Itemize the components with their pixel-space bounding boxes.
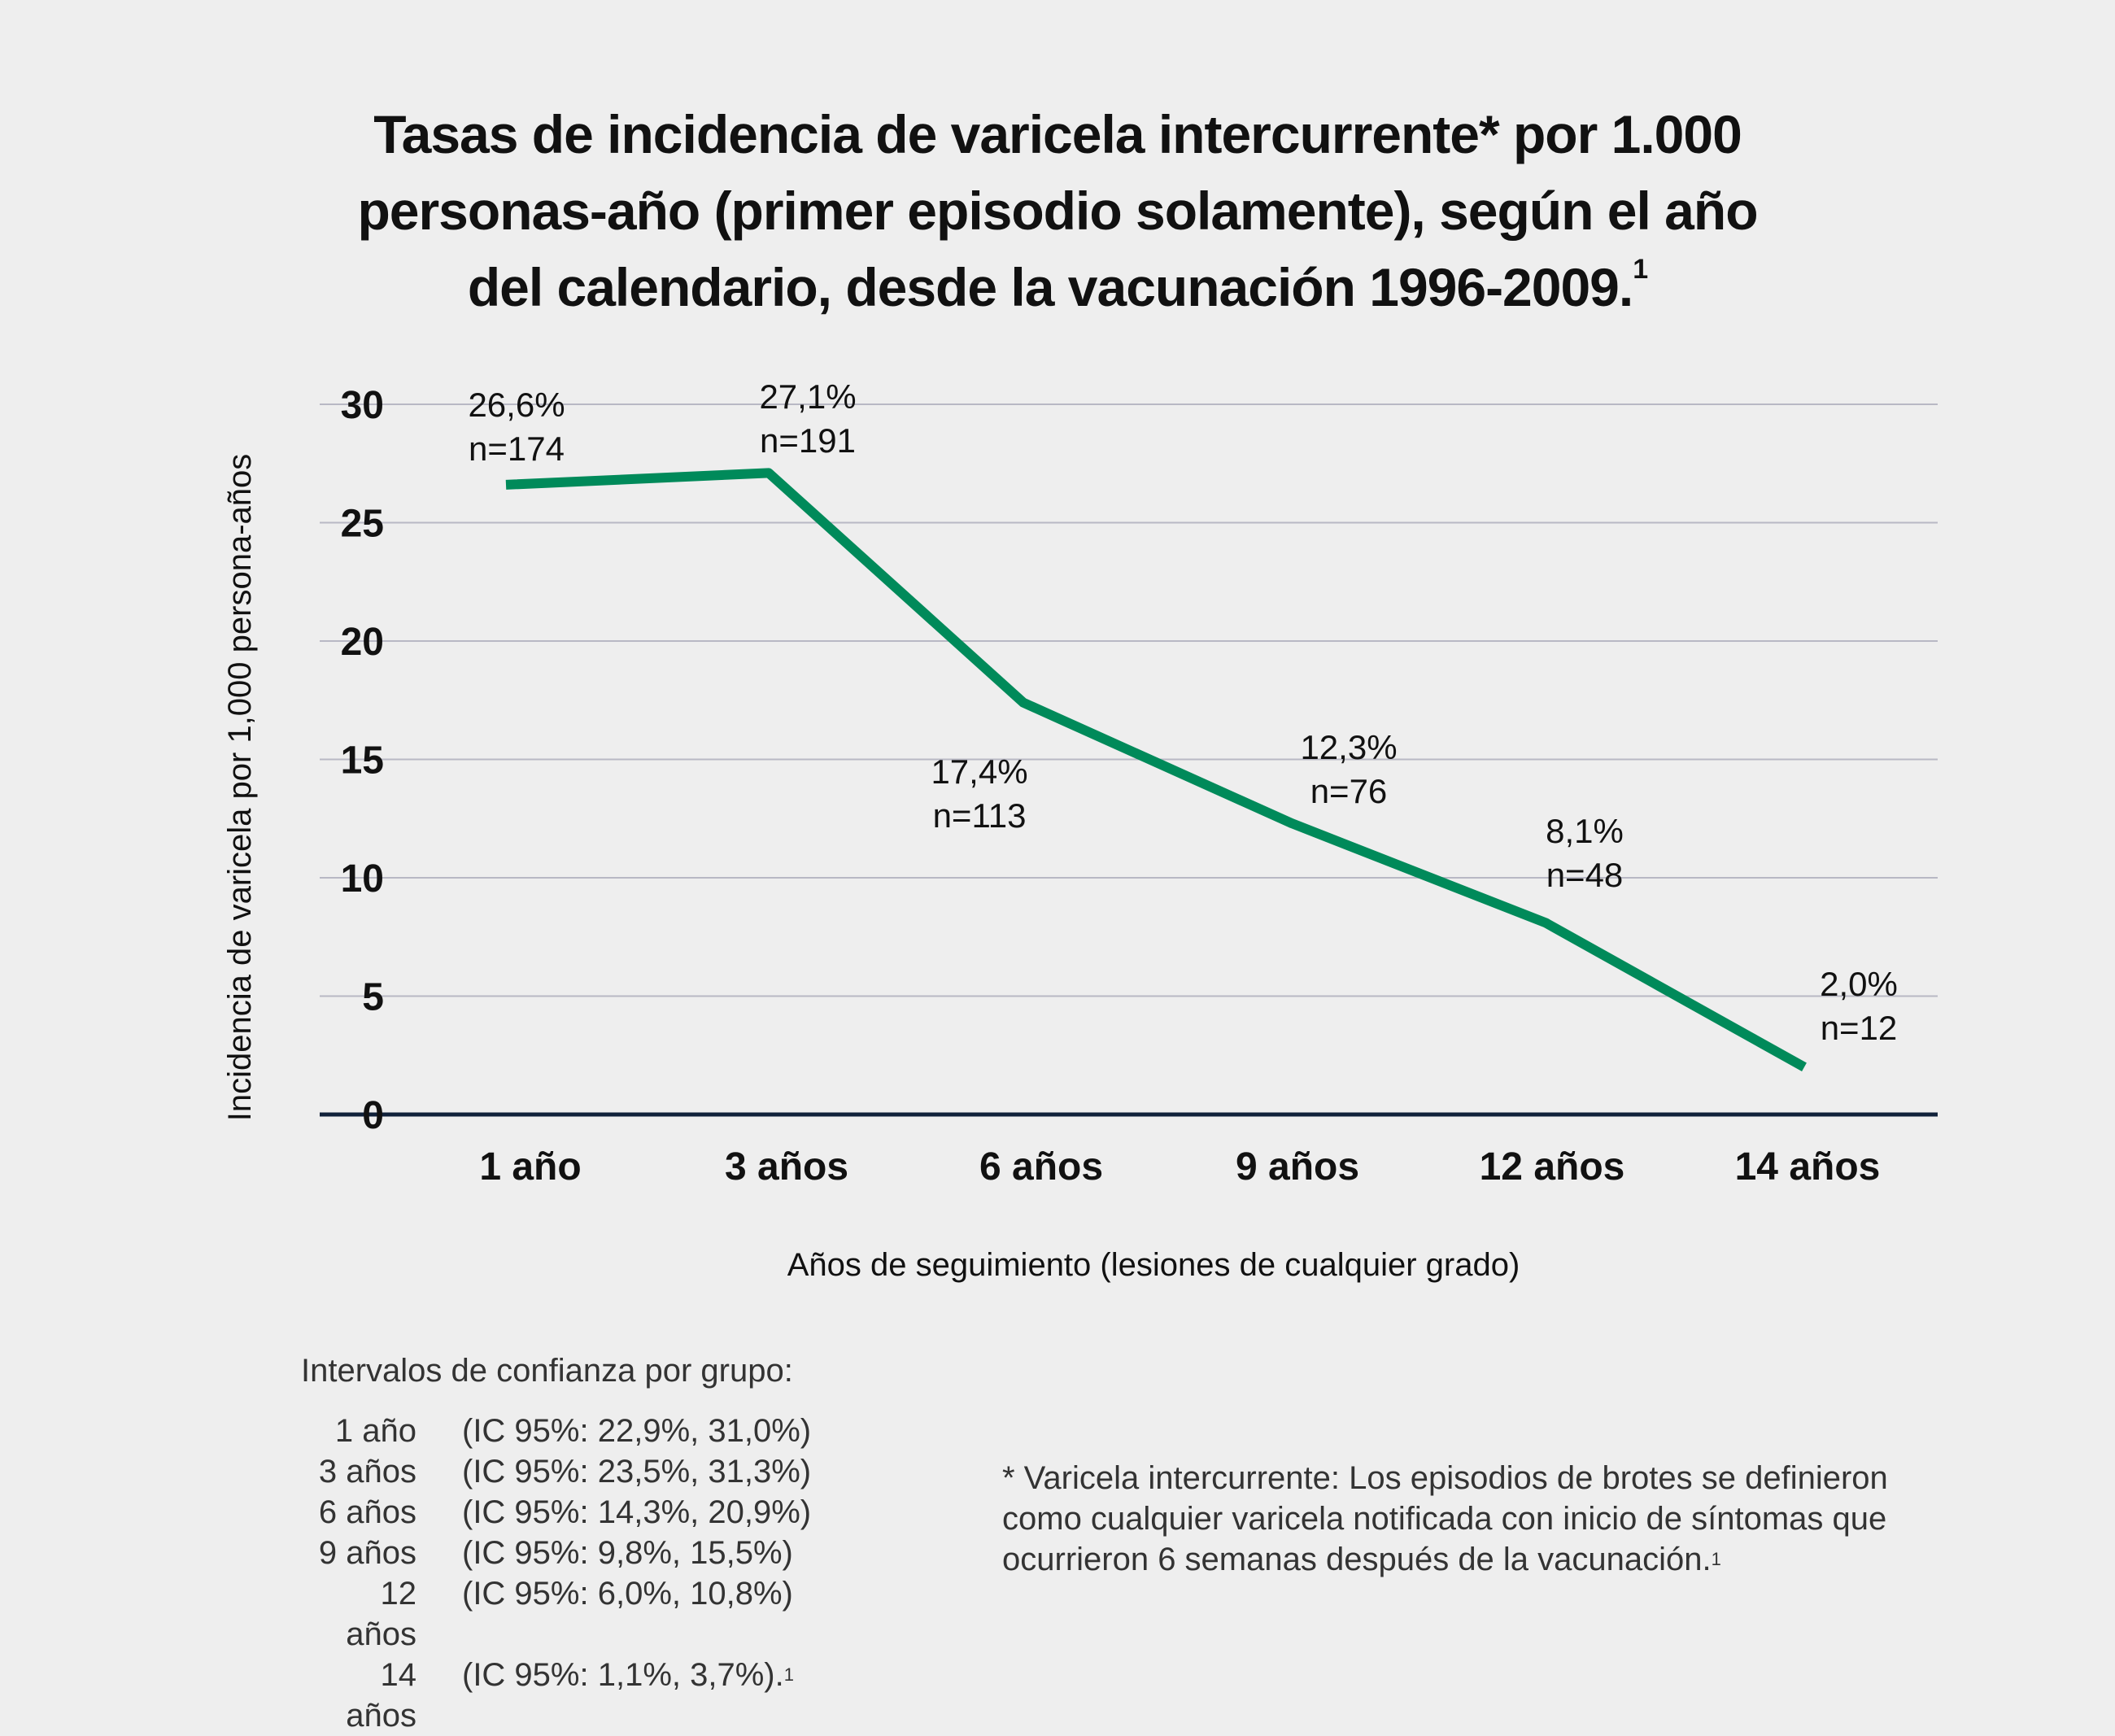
data-label-n: n=76 [1310, 772, 1388, 810]
data-label-n: n=48 [1546, 856, 1624, 894]
ci-reference: 1 [783, 1664, 794, 1685]
data-label-percent: 8,1% [1546, 812, 1624, 850]
ci-interval: (IC 95%: 9,8%, 15,5%) [462, 1535, 793, 1571]
ci-group-label: 6 años [318, 1494, 416, 1530]
confidence-intervals: Intervalos de confianza por grupo: 1 año… [301, 1350, 811, 1736]
footnote-text: * Varicela intercurrente: Los episodios … [1002, 1460, 1888, 1577]
data-labels: 26,6% n=174 27,1% n=191 17,4% n=113 12,3% n=76 8… [468, 377, 1897, 1047]
ci-group-label: 3 años [318, 1454, 416, 1490]
ci-interval: (IC 95%: 22,9%, 31,0%) [462, 1413, 812, 1449]
x-tick-label: 12 años [1480, 1145, 1625, 1189]
x-tick-label: 9 años [1236, 1145, 1359, 1189]
title-line-3: del calendario, desde la vacunación 1996… [0, 249, 2115, 325]
x-tick-label: 14 años [1735, 1145, 1881, 1189]
x-axis-title: Años de seguimiento (lesiones de cualqui… [787, 1247, 1520, 1283]
title-line-2: personas-año (primer episodio solamente)… [357, 181, 1758, 241]
title-line-1: Tasas de incidencia de varicela intercur… [373, 104, 1742, 164]
ci-rows: 1 año (IC 95%: 22,9%, 31,0%) 3 años (IC 95%… [301, 1411, 811, 1736]
data-label-percent: 26,6% [468, 386, 565, 424]
ci-row: 12 años (IC 95%: 6,0%, 10,8%) [301, 1573, 811, 1655]
ci-group-label: 14 años [346, 1657, 416, 1734]
ci-row: 1 año (IC 95%: 22,9%, 31,0%) [301, 1411, 811, 1451]
data-label-n: n=191 [760, 421, 856, 460]
data-label-percent: 2,0% [1820, 965, 1898, 1003]
y-tick-label: 30 [341, 384, 384, 427]
data-label-n: n=174 [469, 430, 565, 468]
title-line-3-text: del calendario, desde la vacunación 1996… [467, 257, 1633, 317]
y-tick-label: 5 [362, 976, 384, 1019]
y-tick-label: 15 [341, 739, 384, 783]
ci-interval: (IC 95%: 14,3%, 20,9%) [462, 1494, 812, 1530]
x-tick-label: 6 años [979, 1145, 1103, 1189]
footnote-reference: 1 [1711, 1549, 1721, 1569]
x-tick-label: 1 año [479, 1145, 581, 1189]
footnote: * Varicela intercurrente: Los episodios … [1002, 1458, 1938, 1580]
y-tick-label: 20 [341, 621, 384, 664]
ci-row: 6 años (IC 95%: 14,3%, 20,9%) [301, 1492, 811, 1533]
title-reference: 1 [1633, 254, 1648, 285]
y-tick-label: 10 [341, 857, 384, 901]
ci-row: 9 años (IC 95%: 9,8%, 15,5%) [301, 1533, 811, 1573]
line-chart: 0 5 10 15 20 25 30 26,6% n=174 27,1% n=191 17,4% n=… [222, 377, 1938, 1283]
y-axis-ticks: 0 5 10 15 20 25 30 [341, 384, 384, 1137]
series-lines [505, 468, 1807, 1072]
data-label-percent: 12,3% [1300, 728, 1397, 766]
y-axis-title: Incidencia de varicela por 1,000 persona… [222, 454, 258, 1122]
ci-interval: (IC 95%: 1,1%, 3,7%). [462, 1657, 784, 1693]
data-label-n: n=113 [933, 796, 1027, 835]
x-tick-label: 3 años [725, 1145, 848, 1189]
ci-row: 3 años (IC 95%: 23,5%, 31,3%) [301, 1451, 811, 1492]
data-label-percent: 17,4% [931, 752, 1027, 791]
data-label-percent: 27,1% [759, 377, 856, 416]
series-line [505, 468, 1807, 1072]
chart-title: Tasas de incidencia de varicela intercur… [0, 96, 2115, 325]
x-axis-ticks: 1 año 3 años 6 años 9 años 12 años 14 años [479, 1145, 1880, 1189]
y-tick-label: 0 [362, 1094, 384, 1137]
ci-interval: (IC 95%: 6,0%, 10,8%) [462, 1576, 793, 1612]
y-tick-label: 25 [341, 503, 384, 546]
data-label-n: n=12 [1821, 1009, 1898, 1047]
ci-heading: Intervalos de confianza por grupo: [301, 1353, 793, 1389]
ci-group-label: 1 año [334, 1413, 416, 1449]
ci-row: 14 años (IC 95%: 1,1%, 3,7%). 1 [301, 1655, 811, 1736]
ci-group-label: 12 años [346, 1576, 416, 1652]
ci-interval: (IC 95%: 23,5%, 31,3%) [462, 1454, 812, 1490]
ci-group-label: 9 años [318, 1535, 416, 1571]
